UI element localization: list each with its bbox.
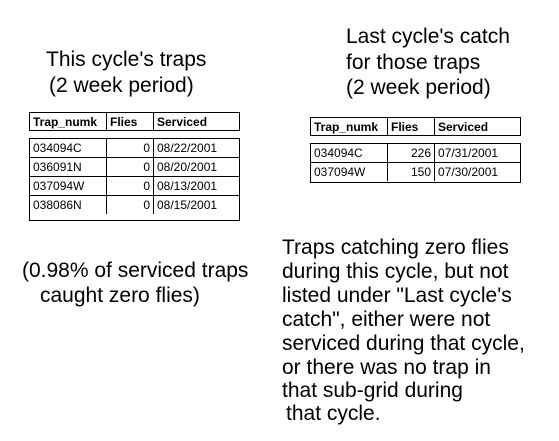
column-header-flies: Flies bbox=[107, 113, 154, 130]
cell-serviced: 08/15/2001 bbox=[157, 198, 218, 212]
table-row: 036091N 0 08/20/2001 bbox=[30, 158, 239, 177]
note-right-line: or there was no trap in bbox=[282, 356, 491, 379]
note-right-line: catch", either were not bbox=[282, 308, 491, 331]
note-right-line: that sub-grid during bbox=[282, 379, 463, 402]
cell-trap: 034094C bbox=[30, 139, 107, 157]
column-header-serviced: Serviced bbox=[438, 120, 489, 134]
note-right-line: that cycle. bbox=[286, 402, 381, 425]
cell-trap: 038086N bbox=[30, 196, 107, 214]
cell-trap: 034094C bbox=[311, 144, 388, 162]
cell-flies: 0 bbox=[107, 196, 154, 214]
note-right-line: Traps catching zero flies bbox=[282, 236, 509, 259]
right-heading-line1: Last cycle's catch bbox=[346, 25, 510, 48]
table-row: 037094W 150 07/30/2001 bbox=[311, 163, 520, 181]
table-header: Trap_numk Flies Serviced bbox=[310, 117, 521, 136]
column-header-trap: Trap_numk bbox=[311, 118, 388, 135]
cell-serviced: 08/13/2001 bbox=[157, 179, 218, 193]
left-heading-line2: (2 week period) bbox=[49, 74, 194, 97]
cell-trap: 037094W bbox=[30, 177, 107, 195]
cell-serviced: 08/22/2001 bbox=[157, 141, 218, 155]
column-header-serviced: Serviced bbox=[157, 115, 208, 129]
cell-trap: 036091N bbox=[30, 158, 107, 176]
cell-serviced: 08/20/2001 bbox=[157, 160, 218, 174]
right-heading-line2: for those traps bbox=[346, 51, 481, 74]
note-left-line1: (0.98% of serviced traps bbox=[22, 259, 249, 282]
table-body: 034094C 226 07/31/2001 037094W 150 07/30… bbox=[310, 143, 521, 183]
left-heading-line1: This cycle's traps bbox=[46, 48, 207, 71]
cell-trap: 037094W bbox=[311, 163, 388, 181]
table-header: Trap_numk Flies Serviced bbox=[29, 112, 240, 131]
note-left-line2: caught zero flies) bbox=[40, 284, 200, 307]
note-right-line: during this cycle, but not bbox=[282, 260, 509, 283]
column-header-flies: Flies bbox=[388, 118, 435, 135]
table-row: 034094C 226 07/31/2001 bbox=[311, 144, 520, 163]
cell-serviced: 07/31/2001 bbox=[438, 146, 499, 160]
cell-flies: 150 bbox=[388, 163, 435, 181]
table-row: 037094W 0 08/13/2001 bbox=[30, 177, 239, 196]
right-heading-line3: (2 week period) bbox=[346, 76, 491, 99]
table-body: 034094C 0 08/22/2001 036091N 0 08/20/200… bbox=[29, 138, 240, 221]
column-header-trap: Trap_numk bbox=[30, 113, 107, 130]
cell-flies: 0 bbox=[107, 177, 154, 195]
cell-flies: 226 bbox=[388, 144, 435, 162]
table-row: 038086N 0 08/15/2001 bbox=[30, 196, 239, 214]
cell-flies: 0 bbox=[107, 158, 154, 176]
note-right-line: listed under "Last cycle's bbox=[282, 284, 512, 307]
note-right-line: serviced during that cycle, bbox=[282, 332, 525, 355]
table-row: 034094C 0 08/22/2001 bbox=[30, 139, 239, 158]
cell-serviced: 07/30/2001 bbox=[438, 165, 499, 179]
cell-flies: 0 bbox=[107, 139, 154, 157]
